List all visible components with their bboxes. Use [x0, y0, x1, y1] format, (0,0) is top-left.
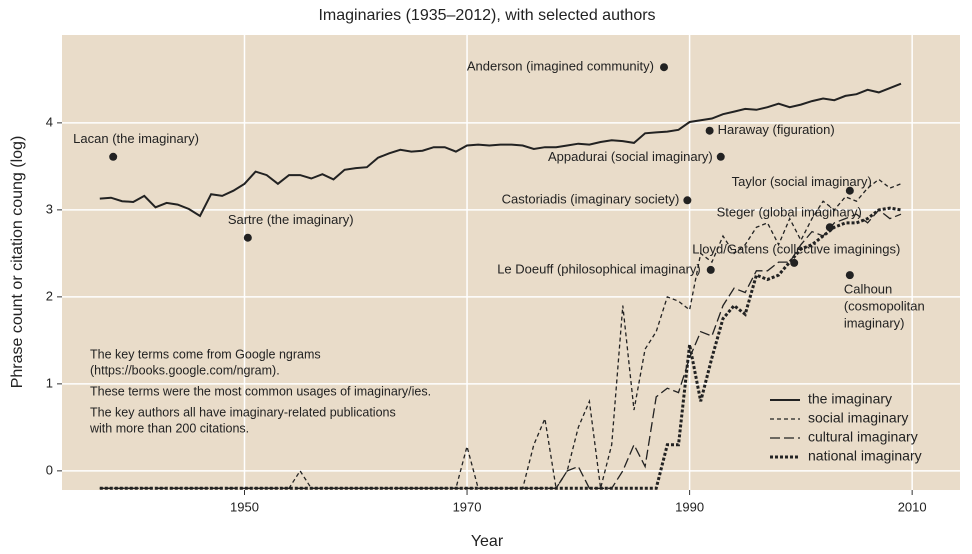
point-label: (cosmopolitan: [844, 299, 925, 314]
point-label: Calhoun: [844, 282, 892, 297]
point-label: Castoriadis (imaginary society): [502, 192, 680, 207]
author-point: [825, 223, 834, 232]
note: with more than 200 citations.: [89, 421, 249, 435]
author-point: [845, 186, 854, 195]
x-axis-label: Year: [471, 533, 504, 550]
note: The key authors all have imaginary-relat…: [90, 405, 396, 419]
x-tick-label: 2010: [898, 499, 927, 514]
point-label: Le Doeuff (philosophical imaginary): [497, 261, 701, 276]
author-point: [683, 196, 692, 205]
legend-label: social imaginary: [808, 410, 908, 426]
legend-label: the imaginary: [808, 391, 892, 407]
author-point: [109, 152, 118, 161]
point-label: Lacan (the imaginary): [73, 131, 199, 146]
author-point: [716, 152, 725, 161]
author-point: [243, 233, 252, 242]
x-tick-label: 1970: [453, 499, 482, 514]
plot-background: [62, 35, 960, 490]
author-point: [706, 265, 715, 274]
y-tick-label: 2: [46, 288, 53, 303]
point-label: imaginary): [844, 316, 905, 331]
legend-label: cultural imaginary: [808, 429, 918, 445]
note: These terms were the most common usages …: [90, 384, 431, 398]
point-label: Lloyd/Gatens (collective imaginings): [692, 241, 900, 256]
point-label: Anderson (imagined community): [467, 59, 654, 74]
y-tick-label: 1: [46, 375, 53, 390]
point-label: Steger (global imaginary): [717, 205, 862, 220]
note: (https://books.google.com/ngram).: [90, 363, 280, 377]
y-tick-label: 4: [46, 114, 53, 129]
line-series: [99, 206, 902, 490]
x-tick-label: 1990: [675, 499, 704, 514]
point-label: Appadurai (social imaginary): [548, 149, 713, 164]
note: The key terms come from Google ngrams: [90, 347, 321, 361]
point-label: Taylor (social imaginary): [732, 174, 872, 189]
author-point: [705, 126, 714, 135]
y-tick-label: 0: [46, 462, 53, 477]
line-series: [99, 82, 902, 218]
y-tick-label: 3: [46, 201, 53, 216]
chart-title: Imaginaries (1935–2012), with selected a…: [318, 7, 655, 24]
author-point: [790, 258, 799, 267]
x-tick-label: 1950: [230, 499, 259, 514]
point-label: Haraway (figuration): [718, 122, 835, 137]
author-point: [660, 63, 669, 72]
legend-label: national imaginary: [808, 448, 922, 464]
point-label: Sartre (the imaginary): [228, 212, 354, 227]
author-point: [845, 271, 854, 280]
y-axis-label: Phrase count or citation coung (log): [9, 136, 26, 389]
